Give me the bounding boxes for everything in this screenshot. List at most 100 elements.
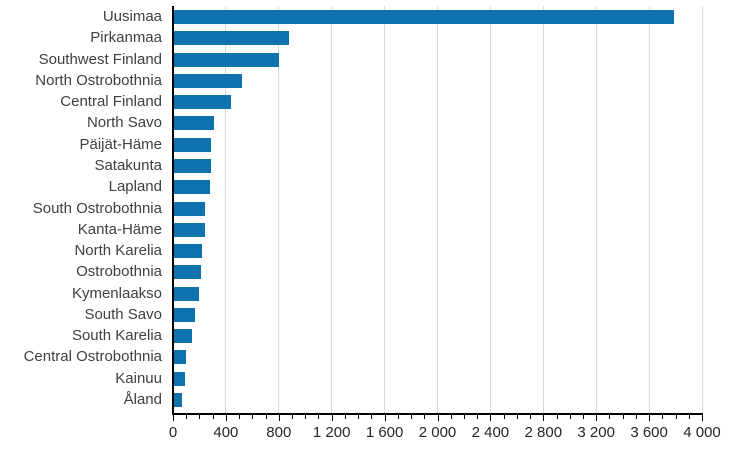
y-axis-line xyxy=(172,6,174,415)
category-label-south-karelia: South Karelia xyxy=(71,327,162,345)
gridline-x-1600 xyxy=(384,6,386,413)
x-tick-label-0: 0 xyxy=(168,424,178,441)
x-tick-label-1200: 1 200 xyxy=(312,424,351,441)
x-tick-label-1600: 1 600 xyxy=(365,424,404,441)
bar-uusimaa xyxy=(174,10,675,24)
bar-south-karelia xyxy=(174,329,193,344)
category-label-ostrobothnia: Ostrobothnia xyxy=(76,263,162,281)
x-axis-line xyxy=(172,413,703,415)
gridline-x-2800 xyxy=(542,6,544,413)
category-label-kainuu: Kainuu xyxy=(115,369,162,387)
bar-kymenlaakso xyxy=(174,286,200,301)
x-major-tick-800 xyxy=(278,415,280,421)
bar-south-savo xyxy=(174,307,196,322)
category-label-uusimaa: Uusimaa xyxy=(102,8,162,25)
category-label-south-ostrobothnia: South Ostrobothnia xyxy=(32,199,162,217)
x-minor-tick-2900 xyxy=(556,415,558,419)
x-minor-tick-3700 xyxy=(662,415,664,419)
x-minor-tick-1100 xyxy=(318,415,320,419)
bar-päijät-häme xyxy=(174,137,212,152)
x-minor-tick-500 xyxy=(239,415,241,419)
category-label-north-ostrobothnia: North Ostrobothnia xyxy=(35,71,162,89)
x-major-tick-2000 xyxy=(437,415,439,421)
x-major-tick-3600 xyxy=(649,415,651,421)
x-minor-tick-3300 xyxy=(609,415,611,419)
x-major-tick-3200 xyxy=(596,415,598,421)
x-minor-tick-3400 xyxy=(622,415,624,419)
x-minor-tick-1300 xyxy=(344,415,346,419)
x-tick-label-3200: 3 200 xyxy=(577,424,615,441)
category-label-central-finland: Central Finland xyxy=(60,93,162,111)
gridline-x-3200 xyxy=(595,6,597,413)
x-minor-tick-1700 xyxy=(397,415,399,419)
x-minor-tick-1800 xyxy=(411,415,413,419)
x-major-tick-2800 xyxy=(543,415,545,421)
category-label-south-savo: South Savo xyxy=(84,305,162,323)
x-tick-label-2400: 2 400 xyxy=(471,424,510,441)
x-major-tick-1600 xyxy=(384,415,386,421)
x-major-tick-2400 xyxy=(490,415,492,421)
bar-pirkanmaa xyxy=(174,31,289,46)
gridline-x-1200 xyxy=(331,6,333,413)
category-label-åland: Åland xyxy=(123,391,162,409)
category-label-pirkanmaa: Pirkanmaa xyxy=(90,29,162,47)
bar-southwest-finland xyxy=(174,52,279,67)
x-minor-tick-900 xyxy=(292,415,294,419)
gridline-x-400 xyxy=(225,6,227,413)
bar-satakunta xyxy=(174,158,211,173)
x-minor-tick-700 xyxy=(265,415,267,419)
gridline-x-3600 xyxy=(648,6,650,413)
x-minor-tick-3000 xyxy=(569,415,571,419)
category-label-kymenlaakso: Kymenlaakso xyxy=(71,284,162,302)
x-major-tick-1200 xyxy=(331,415,333,421)
bar-south-ostrobothnia xyxy=(174,201,206,216)
x-minor-tick-2100 xyxy=(450,415,452,419)
x-major-tick-4000 xyxy=(702,415,703,421)
bar-north-karelia xyxy=(174,244,203,259)
x-major-tick-400 xyxy=(225,415,227,421)
bar-north-ostrobothnia xyxy=(174,73,243,88)
x-tick-label-4000: 4 000 xyxy=(683,424,721,441)
bar-åland xyxy=(174,393,183,408)
bar-kanta-häme xyxy=(174,222,205,237)
category-label-southwest-finland: Southwest Finland xyxy=(38,50,162,68)
x-tick-label-400: 400 xyxy=(213,424,239,441)
x-minor-tick-100 xyxy=(186,415,188,419)
x-minor-tick-200 xyxy=(199,415,201,419)
category-label-kanta-häme: Kanta-Häme xyxy=(77,220,162,238)
x-tick-label-3600: 3 600 xyxy=(630,424,668,441)
category-label-north-karelia: North Karelia xyxy=(74,242,162,260)
x-minor-tick-300 xyxy=(212,415,214,419)
x-tick-label-2000: 2 000 xyxy=(418,424,457,441)
x-minor-tick-2500 xyxy=(503,415,505,419)
x-minor-tick-1000 xyxy=(305,415,307,419)
x-minor-tick-1500 xyxy=(371,415,373,419)
category-label-päijät-häme: Päijät-Häme xyxy=(79,135,162,153)
x-minor-tick-3100 xyxy=(582,415,584,419)
x-tick-label-2800: 2 800 xyxy=(524,424,563,441)
x-major-tick-0 xyxy=(173,415,174,421)
bar-kainuu xyxy=(174,371,185,386)
x-minor-tick-3800 xyxy=(675,415,677,419)
gridline-x-2400 xyxy=(489,6,491,413)
x-minor-tick-2600 xyxy=(516,415,518,419)
x-tick-label-800: 800 xyxy=(266,424,292,441)
x-minor-tick-3900 xyxy=(688,415,690,419)
bar-central-finland xyxy=(174,95,231,110)
x-minor-tick-2700 xyxy=(530,415,532,419)
bar-lapland xyxy=(174,180,211,195)
gridline-x-2000 xyxy=(437,6,438,413)
category-label-central-ostrobothnia: Central Ostrobothnia xyxy=(23,348,162,366)
x-minor-tick-2200 xyxy=(463,415,465,419)
gridline-x-800 xyxy=(278,6,280,413)
x-minor-tick-2300 xyxy=(477,415,479,419)
bar-ostrobothnia xyxy=(174,265,202,280)
bar-central-ostrobothnia xyxy=(174,350,187,365)
x-minor-tick-1400 xyxy=(358,415,360,419)
x-minor-tick-3500 xyxy=(635,415,637,419)
category-label-north-savo: North Savo xyxy=(86,114,162,132)
bar-north-savo xyxy=(174,116,214,131)
category-label-lapland: Lapland xyxy=(108,178,162,196)
category-label-satakunta: Satakunta xyxy=(94,156,162,174)
